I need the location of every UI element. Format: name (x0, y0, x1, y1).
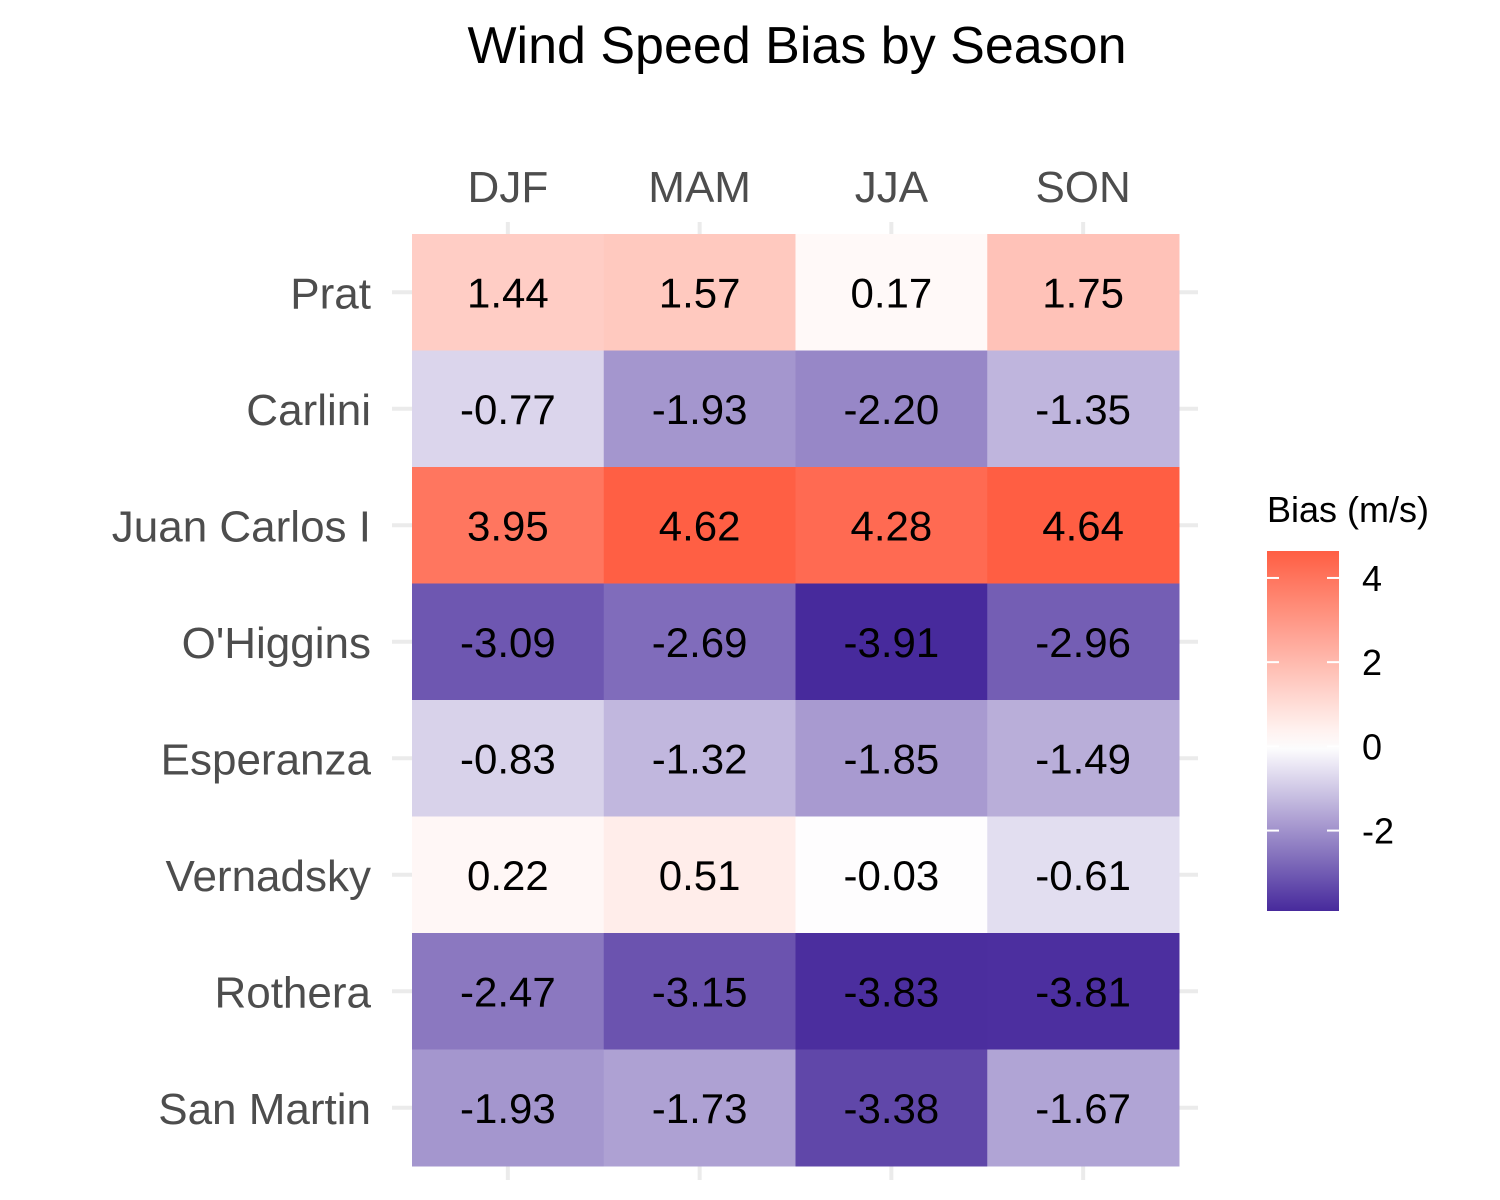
legend-color-bar (1267, 551, 1339, 911)
row-label: Vernadsky (166, 852, 371, 901)
heatmap-cell (987, 700, 1180, 817)
heatmap-cell (412, 933, 605, 1050)
legend-tick-label: 0 (1362, 726, 1382, 767)
heatmap-cell (603, 1049, 796, 1167)
legend-tick-label: -2 (1362, 811, 1394, 852)
column-label: SON (1035, 163, 1130, 212)
row-label: O'Higgins (182, 619, 371, 668)
cell-value-label: -0.03 (844, 852, 940, 899)
cell-value-label: -2.69 (652, 619, 748, 666)
row-label: Juan Carlos I (112, 502, 371, 551)
cell-value-label: -1.85 (844, 735, 940, 782)
cell-value-label: -2.20 (844, 386, 940, 433)
heatmap-cell (987, 933, 1180, 1050)
legend-title: Bias (m/s) (1267, 489, 1429, 530)
heatmap-cell (987, 234, 1180, 351)
heatmap-cell (603, 816, 796, 934)
column-label: DJF (468, 163, 549, 212)
cell-value-label: -3.38 (844, 1085, 940, 1132)
cell-value-label: 0.51 (659, 852, 741, 899)
chart-title: Wind Speed Bias by Season (467, 17, 1126, 75)
heatmap-cell (603, 933, 796, 1050)
heatmap-cell (795, 583, 988, 701)
heatmap-cell (795, 816, 988, 934)
cell-value-label: -2.47 (460, 968, 556, 1015)
cell-value-label: -1.93 (460, 1085, 556, 1132)
cell-value-label: -3.15 (652, 968, 748, 1015)
cell-value-label: -3.91 (844, 619, 940, 666)
cell-value-label: 1.75 (1042, 269, 1124, 316)
cell-value-label: -3.83 (844, 968, 940, 1015)
heatmap-cell (412, 700, 605, 817)
heatmap-cell (603, 234, 796, 351)
heatmap-cell (603, 350, 796, 468)
cell-value-label: -1.93 (652, 386, 748, 433)
cell-value-label: 3.95 (467, 502, 549, 549)
row-label: Prat (290, 269, 371, 318)
heatmap-cell (412, 1049, 605, 1167)
heatmap-cell (412, 467, 605, 584)
cell-value-label: 4.62 (659, 502, 741, 549)
cell-value-label: -1.32 (652, 735, 748, 782)
cell-value-label: 1.57 (659, 269, 741, 316)
legend-tick-label: 4 (1362, 558, 1382, 599)
heatmap-cell (795, 234, 988, 351)
legend-tick-label: 2 (1362, 642, 1382, 683)
legend: Bias (m/s) 4 2 0 -2 (1267, 489, 1429, 911)
heatmap-cell (987, 350, 1180, 468)
cell-value-label: -0.77 (460, 386, 556, 433)
cell-value-label: -3.81 (1035, 968, 1131, 1015)
heatmap-cell (412, 234, 605, 351)
heatmap-cell (603, 700, 796, 817)
cell-value-label: 4.28 (851, 502, 933, 549)
heatmap-cell (412, 816, 605, 934)
cell-value-label: -2.96 (1035, 619, 1131, 666)
row-label: Esperanza (161, 735, 372, 784)
heatmap-cell (987, 1049, 1180, 1167)
heatmap-cell (987, 583, 1180, 701)
heatmap-cell (412, 583, 605, 701)
heatmap-cell (603, 467, 796, 584)
row-label: Rothera (214, 968, 371, 1017)
cell-value-label: 0.17 (851, 269, 933, 316)
row-labels: Prat Carlini Juan Carlos I O'Higgins Esperan… (112, 269, 372, 1134)
row-label: San Martin (158, 1085, 371, 1134)
cell-value-label: 0.22 (467, 852, 549, 899)
heatmap-cell (795, 350, 988, 468)
heatmap-cell (987, 467, 1180, 584)
column-label: MAM (648, 163, 751, 212)
cell-value-label: -0.61 (1035, 852, 1131, 899)
heatmap-cell (795, 933, 988, 1050)
cell-value-label: -0.83 (460, 735, 556, 782)
heatmap-cell (795, 1049, 988, 1167)
heatmap-cell (603, 583, 796, 701)
cell-value-label: -1.67 (1035, 1085, 1131, 1132)
column-labels: DJF MAM JJA SON (468, 163, 1131, 212)
heatmap-cell (795, 700, 988, 817)
cell-value-label: -1.73 (652, 1085, 748, 1132)
heatmap-cell (795, 467, 988, 584)
row-label: Carlini (246, 386, 371, 435)
column-label: JJA (855, 163, 929, 212)
cell-value-label: -1.35 (1035, 386, 1131, 433)
cell-value-label: -3.09 (460, 619, 556, 666)
heatmap-cells: 1.44 1.57 0.17 1.75 -0.77 -1.93 -2.20 -1.35 3.95… (412, 234, 1180, 1167)
cell-value-label: 1.44 (467, 269, 549, 316)
heatmap-cell (412, 350, 605, 468)
heatmap-cell (987, 816, 1180, 934)
cell-value-label: -1.49 (1035, 735, 1131, 782)
cell-value-label: 4.64 (1042, 502, 1124, 549)
